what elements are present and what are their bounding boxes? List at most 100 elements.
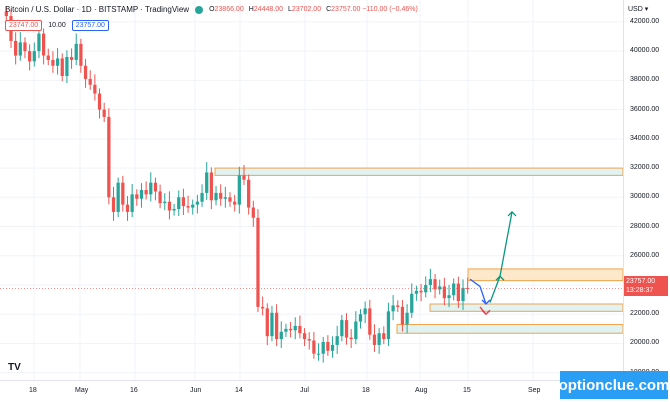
candle-body bbox=[265, 308, 269, 337]
currency-selector[interactable]: USD ▾ bbox=[628, 5, 648, 13]
candle-body bbox=[200, 192, 204, 202]
candle-body bbox=[74, 43, 78, 60]
eye-icon[interactable] bbox=[195, 5, 204, 14]
candle-body bbox=[335, 336, 339, 345]
candle-body bbox=[405, 312, 409, 325]
candle-body bbox=[256, 217, 260, 307]
candle-body bbox=[316, 353, 321, 355]
candle-body bbox=[279, 331, 283, 340]
candle-body bbox=[55, 58, 60, 66]
candle-body bbox=[363, 308, 367, 315]
candle-body bbox=[125, 204, 130, 212]
candle-body bbox=[400, 306, 405, 325]
candle-body bbox=[111, 197, 116, 212]
sell-price-box[interactable]: 23747.00 bbox=[5, 20, 43, 31]
candle-body bbox=[233, 201, 237, 205]
brand-name: optionclue.com bbox=[558, 376, 670, 394]
candle-body bbox=[391, 305, 395, 312]
brand-watermark: optionclue.com bbox=[558, 371, 670, 399]
chart-header: Bitcoin / U.S. Dollar · 1D · BITSTAMP · … bbox=[5, 5, 418, 14]
arrowhead-icon bbox=[481, 299, 491, 305]
price-axis-label: 42000.00 bbox=[630, 17, 660, 25]
candle-body bbox=[452, 283, 456, 296]
ohlc-open-value: 23866.00 bbox=[214, 6, 244, 13]
bar-countdown: 13:28:37 bbox=[626, 287, 654, 294]
candle-body bbox=[377, 333, 381, 345]
candle-body bbox=[461, 287, 465, 302]
candle-body bbox=[386, 311, 391, 340]
currency-label: USD bbox=[628, 6, 643, 13]
candle-body bbox=[251, 207, 255, 218]
time-axis-label: 16 bbox=[130, 387, 138, 394]
candle-body bbox=[135, 194, 139, 199]
price-axis-label: 38000.00 bbox=[630, 76, 660, 84]
ohlc-low-key: L bbox=[287, 6, 292, 13]
candle-body bbox=[447, 295, 451, 299]
candle-body bbox=[69, 57, 74, 60]
price-axis-label: 34000.00 bbox=[630, 134, 660, 142]
ohlc-close-key: C bbox=[326, 6, 332, 13]
time-axis[interactable]: 18 May 16 Jun 14 Jul 18 Aug 15 Sep bbox=[0, 380, 623, 402]
price-chart[interactable] bbox=[0, 0, 623, 380]
chevron-down-icon: ▾ bbox=[644, 6, 649, 13]
ohlc-close-value: 23757.00 −110.00 (−0.46%) bbox=[331, 6, 418, 13]
candle-body bbox=[97, 93, 102, 110]
projection-arrow-green-1 bbox=[489, 276, 501, 303]
candle-body bbox=[237, 175, 241, 205]
ohlc-values: O23866.00 H24448.00 L23702.00 C23757.00 … bbox=[209, 6, 418, 13]
candle-body bbox=[349, 337, 353, 340]
candle-body bbox=[302, 333, 307, 340]
candle-body bbox=[354, 321, 358, 340]
candle-body bbox=[83, 65, 88, 79]
ohlc-close: C23757.00 −110.00 (−0.46%) bbox=[326, 6, 418, 13]
candle-body bbox=[419, 290, 423, 293]
price-axis[interactable]: 42000.00 40000.00 38000.00 36000.00 34000.00… bbox=[623, 0, 670, 380]
candle-body bbox=[312, 340, 316, 354]
ohlc-open-key: O bbox=[209, 6, 215, 13]
candle-body bbox=[293, 325, 297, 331]
candle-body bbox=[410, 293, 414, 313]
candle-body bbox=[284, 328, 288, 332]
candle-body bbox=[414, 290, 419, 294]
chart-area[interactable] bbox=[0, 0, 623, 380]
price-axis-label: 30000.00 bbox=[630, 193, 660, 201]
time-axis-label: Jul bbox=[300, 387, 309, 394]
candle-body bbox=[158, 191, 162, 204]
arrowhead-icon bbox=[507, 211, 517, 217]
candle-body bbox=[139, 190, 144, 199]
candle-body bbox=[144, 190, 148, 195]
last-price-tag: 23757.00 13:28:37 bbox=[624, 276, 668, 296]
candle-body bbox=[242, 175, 246, 180]
time-axis-label: 14 bbox=[235, 387, 243, 394]
candle-body bbox=[205, 172, 209, 193]
candle-body bbox=[396, 305, 400, 307]
support-resistance-zone bbox=[467, 268, 623, 282]
candle-body bbox=[130, 194, 134, 212]
symbol-title[interactable]: Bitcoin / U.S. Dollar · 1D · BITSTAMP · … bbox=[5, 5, 190, 14]
price-axis-label: 28000.00 bbox=[630, 222, 660, 230]
ohlc-open: O23866.00 bbox=[209, 6, 244, 13]
price-axis-label: 20000.00 bbox=[630, 339, 660, 347]
support-resistance-zone bbox=[396, 323, 623, 334]
price-axis-label: 36000.00 bbox=[630, 105, 660, 113]
candle-body bbox=[260, 306, 265, 309]
candle-body bbox=[23, 42, 27, 52]
time-axis-label: 18 bbox=[362, 387, 370, 394]
candle-body bbox=[326, 342, 330, 351]
candle-body bbox=[223, 197, 227, 199]
candle-body bbox=[107, 116, 111, 198]
tradingview-logo-icon: TV bbox=[8, 362, 21, 373]
projection-arrow-blue bbox=[469, 278, 487, 305]
support-resistance-zone bbox=[214, 167, 623, 176]
buy-price-box[interactable]: 23757.00 bbox=[71, 20, 109, 31]
ohlc-low-value: 23702.00 bbox=[291, 6, 322, 13]
projection-arrow-green-2 bbox=[499, 211, 513, 277]
candle-body bbox=[358, 314, 363, 322]
candle-body bbox=[4, 11, 8, 17]
candle-body bbox=[191, 204, 195, 208]
price-axis-label: 26000.00 bbox=[630, 251, 660, 259]
ohlc-high-value: 24448.00 bbox=[253, 6, 283, 13]
candle-body bbox=[456, 283, 460, 302]
candle-body bbox=[121, 182, 125, 205]
candle-body bbox=[321, 342, 325, 354]
